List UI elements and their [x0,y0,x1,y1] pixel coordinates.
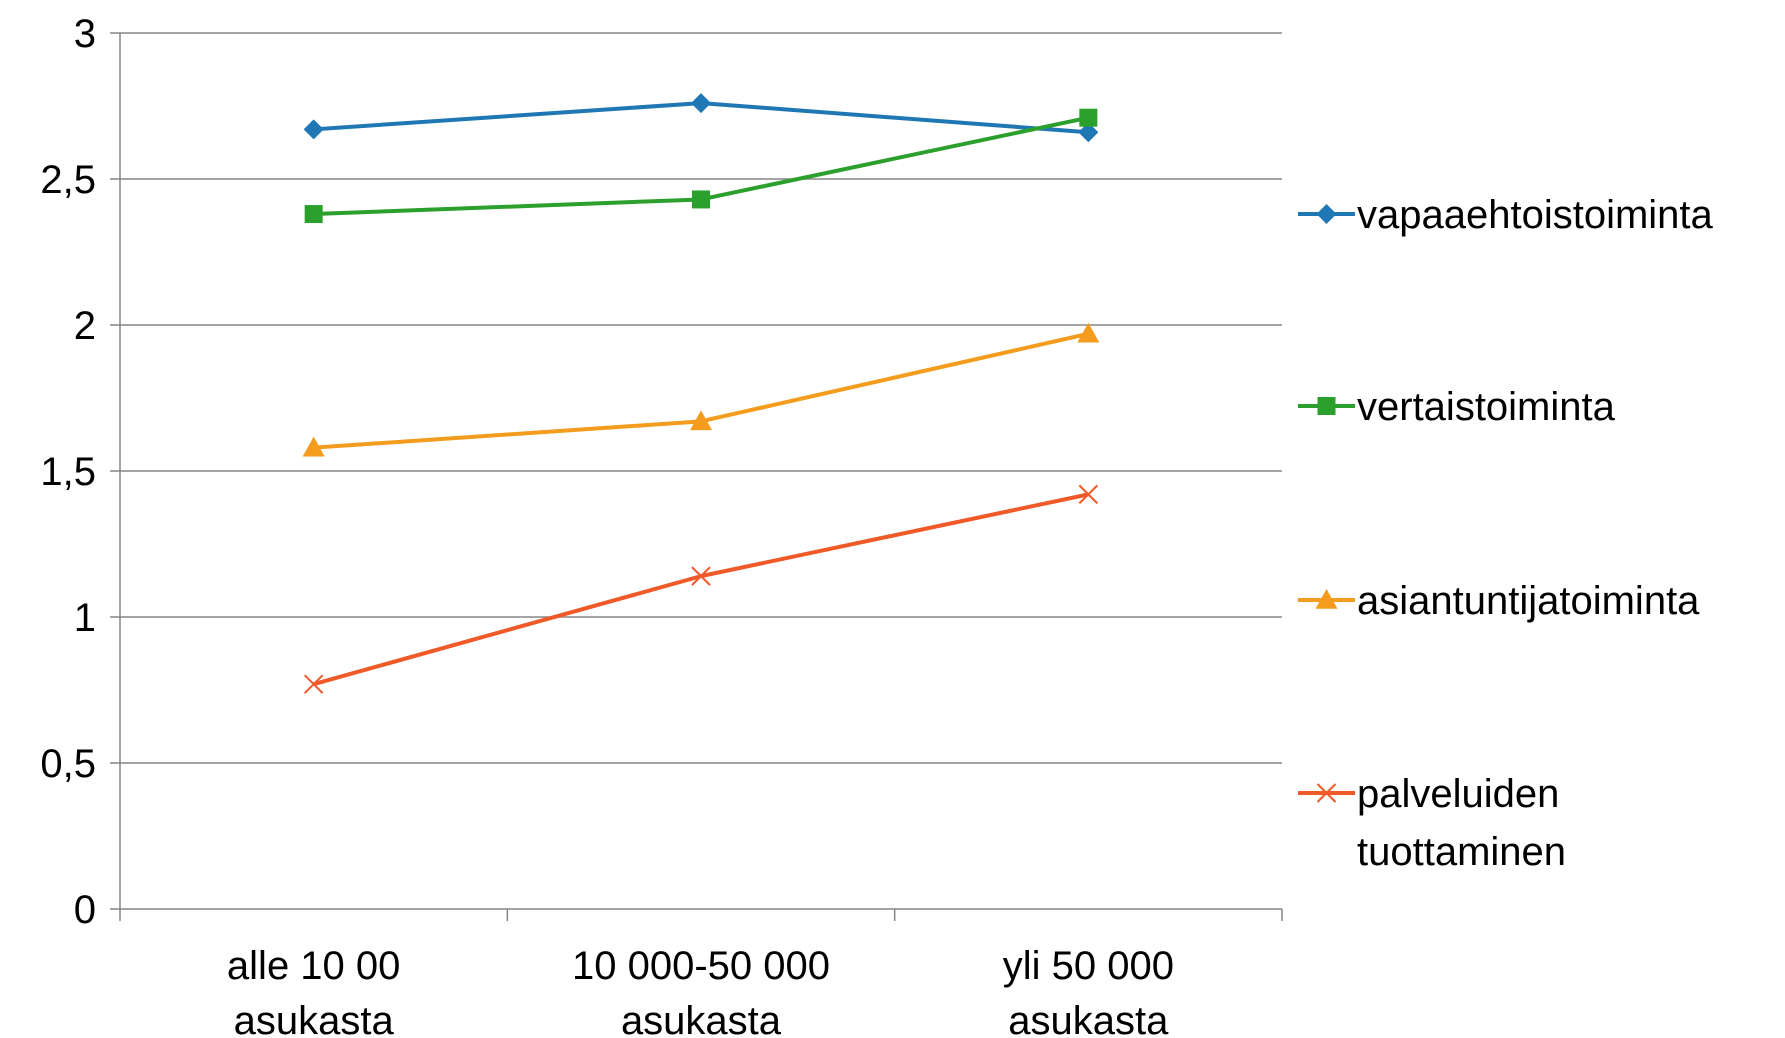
data-point [1078,122,1099,143]
axes [110,32,1283,921]
series-lines [302,93,1100,694]
legend-item: vapaaehtoistoiminta [1298,193,1714,237]
data-point [1079,108,1098,127]
series-line [313,492,1089,687]
x-marker-stroke [1316,783,1337,803]
data-point [303,119,324,140]
x-category-label: 10 000-50 000 asukasta [572,944,830,1038]
x-category-label: yli 50 000 asukasta [1003,944,1174,1038]
series-2 [302,322,1100,457]
legend: vapaaehtoistoiminta vertaistoiminta asiant… [1298,193,1714,874]
data-point [691,566,711,586]
data-point [303,674,324,694]
series-3 [303,484,1099,694]
legend-marker [1315,589,1338,609]
y-tick-label: 1,5 [40,450,96,494]
x-category-label-line: yli 50 000 [1003,944,1174,988]
data-point [1077,322,1100,343]
series-1 [304,108,1098,224]
x-category-label-line: asukasta [621,999,782,1038]
y-tick-label: 0,5 [40,742,96,786]
legend-label-line: vapaaehtoistoiminta [1357,193,1714,237]
data-point [302,436,325,457]
legend-label: asiantuntijatoiminta [1357,579,1700,623]
x-marker-stroke [1078,484,1099,505]
y-tick-label: 0 [74,888,96,932]
legend-label: vapaaehtoistoiminta [1357,193,1714,237]
x-category-label-line: asukasta [1008,999,1169,1038]
data-point [1078,484,1099,505]
legend-label-line: tuottaminen [1357,830,1566,874]
y-tick-label: 1 [74,596,96,640]
legend-label-line: asiantuntijatoiminta [1357,579,1700,623]
legend-item: vertaistoiminta [1298,385,1616,429]
series-line [313,331,1089,450]
x-category-label-line: alle 10 00 [227,944,400,988]
legend-item: palveluiden tuottaminen [1298,772,1566,874]
y-axis-tick-labels: 0 0,5 1 1,5 2 2,5 3 [40,12,96,932]
legend-item: asiantuntijatoiminta [1298,579,1700,623]
legend-marker [1316,783,1337,803]
legend-label-line: palveluiden [1357,772,1559,816]
x-marker-stroke [303,674,324,694]
legend-marker [1317,397,1336,415]
data-point [691,93,711,114]
legend-label-line: vertaistoiminta [1357,385,1616,429]
x-category-label-line: 10 000-50 000 [572,944,830,988]
x-marker-stroke [691,566,711,586]
gridlines [120,32,1282,764]
x-category-label-line: asukasta [234,999,395,1038]
legend-marker [1316,204,1337,224]
y-tick-label: 2 [74,304,96,348]
y-tick-label: 3 [74,12,96,56]
data-point [690,410,712,431]
y-tick-label: 2,5 [40,158,96,202]
x-category-label: alle 10 00 asukasta [227,944,400,1038]
series-0 [303,93,1099,143]
legend-label: palveluiden tuottaminen [1357,772,1566,874]
legend-label: vertaistoiminta [1357,385,1616,429]
data-point [304,205,323,224]
data-point [692,190,710,209]
